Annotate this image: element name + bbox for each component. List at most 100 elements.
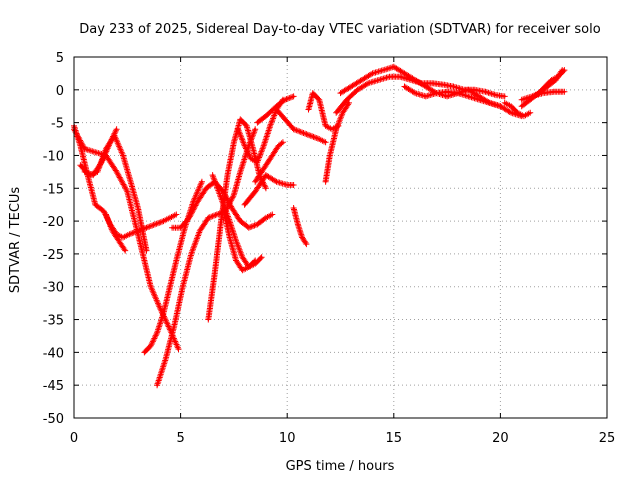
series-track-23 [501, 99, 534, 120]
data-point-marker [252, 126, 259, 133]
data-point-marker [225, 198, 232, 205]
y-tick-label: -10 [43, 149, 64, 164]
data-point-marker [190, 206, 197, 213]
plot-frame [73, 56, 608, 419]
data-point-marker [173, 211, 180, 218]
data-point-marker [215, 211, 222, 217]
y-tick-label: -20 [43, 215, 64, 230]
data-point-marker [527, 109, 534, 116]
data-point-marker [410, 89, 417, 96]
data-point-marker [157, 219, 164, 226]
data-point-marker [501, 93, 508, 100]
y-tick-label: -40 [43, 346, 64, 361]
data-point-marker [272, 177, 279, 184]
data-point-marker [186, 214, 193, 221]
axes: 0 5 10 15 20 25 5 0 -5 -10 -15 -20 -25 -30 -35 -40 -45 -5… [43, 51, 616, 446]
data-point-marker [175, 346, 182, 353]
data-point-marker [229, 194, 236, 201]
data-point-marker [269, 211, 276, 218]
data-point-marker [143, 247, 150, 254]
x-tick-label: 15 [386, 431, 403, 446]
data-point-marker [230, 193, 237, 200]
x-axis-label: GPS time / hours [286, 459, 395, 474]
data-point-marker [192, 202, 199, 209]
y-axis-label: SDTVAR / TECUs [8, 187, 23, 294]
data-point-marker [153, 331, 160, 338]
series-track-13 [252, 139, 286, 185]
data-point-marker [290, 182, 297, 188]
data-point-marker [149, 222, 156, 229]
data-point-marker [268, 118, 275, 125]
series-line [243, 174, 295, 206]
series-track-15 [254, 93, 297, 126]
data-point-marker [122, 247, 129, 254]
data-point-marker [303, 131, 310, 138]
series-track-17 [290, 205, 310, 248]
data-point-marker [262, 185, 269, 192]
data-point-marker [152, 334, 158, 340]
y-tick-label: -50 [43, 412, 64, 427]
series-track-26 [529, 67, 568, 100]
data-point-marker [560, 68, 567, 75]
y-tick-label: -30 [43, 281, 64, 296]
x-tick-label: 25 [599, 431, 616, 446]
x-tick-label: 5 [176, 431, 184, 446]
data-point-marker [212, 212, 219, 219]
data-point-marker [189, 208, 196, 214]
data-point-marker [290, 93, 297, 100]
series-line [307, 92, 340, 131]
chart-title: Day 233 of 2025, Sidereal Day-to-day VTE… [79, 22, 600, 37]
x-tick-label: 10 [279, 431, 296, 446]
data-point-marker [110, 132, 117, 138]
data-point-marker [191, 205, 198, 212]
data-point-marker [336, 117, 343, 124]
data-point-marker [292, 126, 298, 133]
series-track-19 [322, 99, 352, 185]
data-point-marker [561, 88, 568, 95]
data-point-marker [121, 246, 128, 253]
data-point-marker [152, 221, 158, 228]
data-point-marker [127, 230, 134, 237]
data-point-marker [311, 134, 318, 141]
data-point-marker [261, 182, 268, 189]
data-point-marker [248, 223, 255, 230]
data-point-marker [189, 209, 195, 216]
data-point-marker [252, 257, 259, 264]
y-tick-label: 0 [56, 84, 64, 99]
data-point-marker [309, 133, 316, 140]
series-track-2 [71, 126, 182, 353]
y-tick-label: -35 [43, 314, 64, 329]
data-point-marker [368, 71, 375, 78]
data-point-marker [297, 128, 304, 135]
data-point-marker [294, 127, 301, 134]
y-tick-label: 5 [56, 51, 64, 66]
data-point-marker [164, 322, 171, 329]
data-point-marker [209, 213, 216, 220]
data-point-marker [303, 241, 310, 248]
data-point-marker [224, 196, 231, 203]
data-point-marker [284, 95, 291, 102]
data-point-marker [113, 126, 120, 133]
data-point-marker [506, 109, 513, 115]
data-point-marker [112, 129, 119, 136]
data-point-marker [108, 136, 115, 143]
x-tick-label: 20 [492, 431, 509, 446]
data-point-marker [225, 199, 232, 206]
y-tick-label: -5 [51, 117, 64, 132]
y-tick-label: -25 [43, 248, 64, 263]
data-point-marker [302, 239, 309, 246]
data-point-marker [143, 224, 150, 231]
data-point-marker [149, 338, 156, 345]
series-track-22 [401, 83, 525, 120]
data-point-marker [83, 169, 90, 176]
series-track-1 [71, 122, 180, 241]
y-tick-label: -15 [43, 182, 64, 197]
data-point-marker [251, 258, 258, 265]
data-point-marker [257, 255, 264, 262]
data-point-marker [191, 203, 198, 210]
data-point-marker [85, 170, 92, 177]
data-point-marker [282, 96, 289, 103]
data-point-marker [256, 154, 263, 161]
data-point-marker [188, 210, 195, 217]
